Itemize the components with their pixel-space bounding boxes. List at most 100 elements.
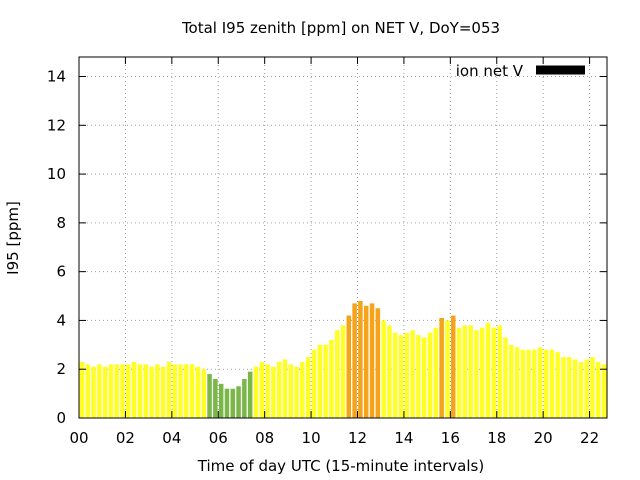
y-tick-label: 14 (47, 68, 66, 86)
bar (468, 325, 473, 418)
bar (555, 352, 560, 418)
x-tick-label: 14 (394, 429, 413, 447)
y-tick-label: 2 (56, 360, 66, 378)
bar (230, 388, 236, 418)
bar (520, 349, 526, 418)
bar (387, 325, 392, 418)
bar (155, 364, 160, 418)
bar (305, 357, 311, 418)
bar (404, 332, 410, 418)
x-tick-label: 08 (255, 429, 274, 447)
bar (282, 359, 288, 418)
y-tick-label: 0 (56, 409, 66, 427)
bar (358, 300, 363, 418)
legend-label: ion net V (456, 62, 524, 80)
bar (346, 315, 352, 418)
bar (294, 366, 299, 418)
bar (398, 335, 404, 418)
bar (213, 378, 218, 418)
bar (421, 337, 427, 418)
bar (131, 361, 137, 418)
bar (509, 344, 514, 418)
legend-swatch (536, 65, 585, 75)
bar (300, 361, 305, 418)
bar (450, 315, 456, 418)
x-tick-label: 16 (441, 429, 460, 447)
legend: ion net V (456, 62, 585, 80)
bar (178, 364, 183, 418)
bar (503, 337, 508, 418)
bar (352, 303, 357, 418)
y-tick-label: 10 (47, 165, 66, 183)
bar (189, 364, 195, 418)
bar (85, 364, 90, 418)
bar (479, 327, 485, 418)
bar (247, 371, 253, 418)
bar (91, 366, 96, 418)
bar (526, 349, 531, 418)
bar (596, 361, 601, 418)
y-tick-label: 8 (56, 214, 66, 232)
bar (369, 303, 375, 418)
bar (601, 364, 607, 418)
bar (584, 359, 589, 418)
bar (126, 364, 131, 418)
bar (392, 332, 398, 418)
bar (271, 366, 276, 418)
bar (381, 320, 386, 418)
bar (363, 305, 369, 418)
bar (334, 330, 340, 418)
bar (561, 357, 566, 418)
bar (288, 364, 294, 418)
bar (242, 378, 247, 418)
bar (439, 317, 444, 418)
bar (340, 325, 346, 418)
bar (590, 357, 595, 418)
x-tick-label: 22 (580, 429, 599, 447)
y-tick-label: 12 (47, 116, 66, 134)
x-tick-label: 18 (487, 429, 506, 447)
y-tick-label: 6 (56, 263, 66, 281)
y-tick-label: 4 (56, 311, 66, 329)
bar (462, 325, 468, 418)
bar (375, 308, 381, 418)
x-tick-label: 20 (534, 429, 553, 447)
bar (491, 327, 497, 418)
bar (114, 364, 119, 418)
bar (474, 330, 479, 418)
x-tick-label: 12 (348, 429, 367, 447)
bar (218, 383, 224, 418)
bar (195, 366, 201, 418)
bar (102, 366, 108, 418)
bar (166, 361, 172, 418)
bar (201, 369, 207, 418)
bar (323, 344, 328, 418)
bar (224, 388, 230, 418)
bar (276, 361, 282, 418)
bar (259, 361, 265, 418)
chart-title: Total I95 zenith [ppm] on NET V, DoY=053 (181, 19, 500, 37)
bar (143, 364, 148, 418)
bar (79, 361, 85, 418)
bar (97, 364, 102, 418)
plot-frame (78, 56, 608, 419)
bar (207, 374, 212, 418)
bar (532, 349, 537, 418)
bar (236, 386, 241, 418)
x-axis-label: Time of day UTC (15-minute intervals) (197, 457, 484, 475)
x-tick-label: 00 (69, 429, 88, 447)
bar (549, 349, 555, 418)
bar (253, 366, 259, 418)
bar (433, 327, 439, 418)
bar (120, 364, 125, 418)
bar (543, 349, 549, 418)
bar (514, 347, 520, 418)
bar (172, 364, 177, 418)
bars (79, 300, 607, 418)
bar (311, 349, 317, 418)
bar (485, 322, 491, 418)
x-tick-label: 02 (116, 429, 135, 447)
bar (265, 364, 270, 418)
